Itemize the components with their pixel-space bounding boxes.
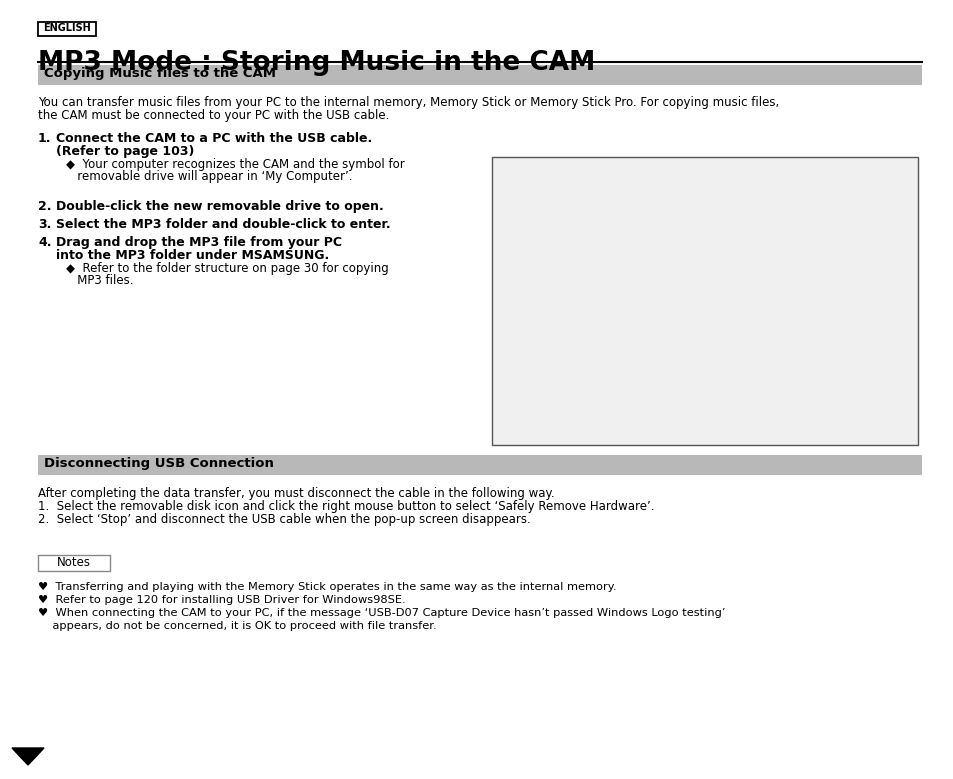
Text: (Refer to page 103): (Refer to page 103) — [56, 145, 194, 158]
Text: 3.: 3. — [38, 218, 51, 231]
Text: 1.  Select the removable disk icon and click the right mouse button to select ‘S: 1. Select the removable disk icon and cl… — [38, 500, 654, 513]
FancyBboxPatch shape — [492, 157, 917, 445]
Text: into the MP3 folder under MSAMSUNG.: into the MP3 folder under MSAMSUNG. — [56, 249, 329, 262]
Text: Connect the CAM to a PC with the USB cable.: Connect the CAM to a PC with the USB cab… — [56, 132, 372, 145]
FancyBboxPatch shape — [38, 455, 921, 475]
FancyBboxPatch shape — [38, 65, 921, 85]
Text: 2.  Select ‘Stop’ and disconnect the USB cable when the pop-up screen disappears: 2. Select ‘Stop’ and disconnect the USB … — [38, 513, 530, 526]
Text: Disconnecting USB Connection: Disconnecting USB Connection — [44, 457, 274, 470]
Text: After completing the data transfer, you must disconnect the cable in the followi: After completing the data transfer, you … — [38, 487, 554, 500]
Text: ♥  When connecting the CAM to your PC, if the message ‘USB-D07 Capture Device ha: ♥ When connecting the CAM to your PC, if… — [38, 608, 724, 618]
Text: Drag and drop the MP3 file from your PC: Drag and drop the MP3 file from your PC — [56, 236, 341, 249]
Text: You can transfer music files from your PC to the internal memory, Memory Stick o: You can transfer music files from your P… — [38, 96, 779, 109]
Text: 4.: 4. — [38, 236, 51, 249]
Text: Double-click the new removable drive to open.: Double-click the new removable drive to … — [56, 200, 383, 213]
Text: 2.: 2. — [38, 200, 51, 213]
Text: Copying Music files to the CAM: Copying Music files to the CAM — [44, 67, 275, 80]
Text: Select the MP3 folder and double-click to enter.: Select the MP3 folder and double-click t… — [56, 218, 390, 231]
Text: the CAM must be connected to your PC with the USB cable.: the CAM must be connected to your PC wit… — [38, 109, 389, 122]
Text: ENGLISH: ENGLISH — [43, 23, 91, 33]
Text: ◆  Your computer recognizes the CAM and the symbol for: ◆ Your computer recognizes the CAM and t… — [66, 158, 404, 171]
Text: appears, do not be concerned, it is OK to proceed with file transfer.: appears, do not be concerned, it is OK t… — [38, 621, 436, 631]
Text: MP3 files.: MP3 files. — [66, 274, 133, 287]
FancyBboxPatch shape — [38, 22, 96, 36]
FancyBboxPatch shape — [38, 555, 110, 571]
Text: 72: 72 — [21, 752, 35, 762]
Polygon shape — [12, 748, 44, 765]
Text: MP3 Mode : Storing Music in the CAM: MP3 Mode : Storing Music in the CAM — [38, 50, 595, 76]
Text: ◆  Refer to the folder structure on page 30 for copying: ◆ Refer to the folder structure on page … — [66, 262, 388, 275]
Text: removable drive will appear in ‘My Computer’.: removable drive will appear in ‘My Compu… — [66, 170, 352, 183]
Text: Notes: Notes — [57, 556, 91, 569]
Text: 1.: 1. — [38, 132, 51, 145]
Text: ♥  Transferring and playing with the Memory Stick operates in the same way as th: ♥ Transferring and playing with the Memo… — [38, 582, 616, 592]
Text: ♥  Refer to page 120 for installing USB Driver for Windows98SE.: ♥ Refer to page 120 for installing USB D… — [38, 595, 405, 605]
